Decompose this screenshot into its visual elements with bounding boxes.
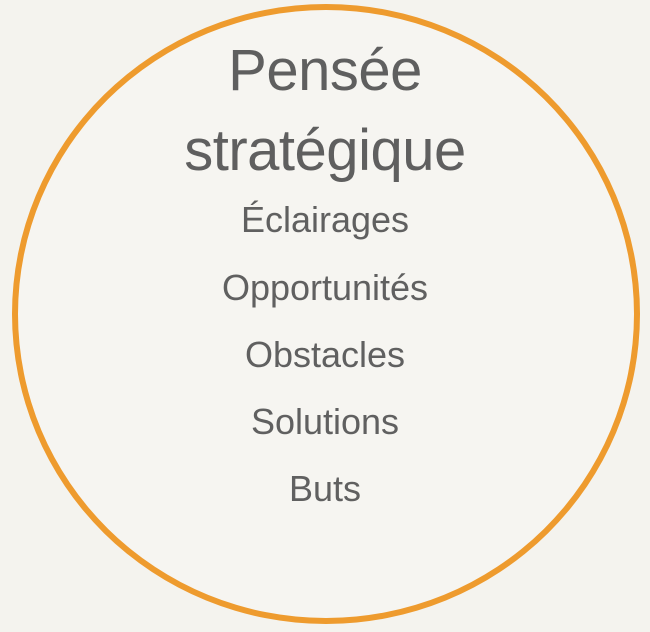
- list-item-solutions: Solutions: [250, 401, 400, 442]
- list-item-eclairages: Éclairages: [240, 199, 410, 240]
- title-line-2: stratégique: [184, 118, 466, 183]
- list-item-buts: Buts: [288, 468, 362, 509]
- list-item-opportunites: Opportunités: [221, 267, 429, 308]
- list-item-obstacles: Obstacles: [244, 334, 406, 375]
- title-line-1: Pensée: [228, 38, 422, 103]
- orange-circle: [12, 4, 640, 624]
